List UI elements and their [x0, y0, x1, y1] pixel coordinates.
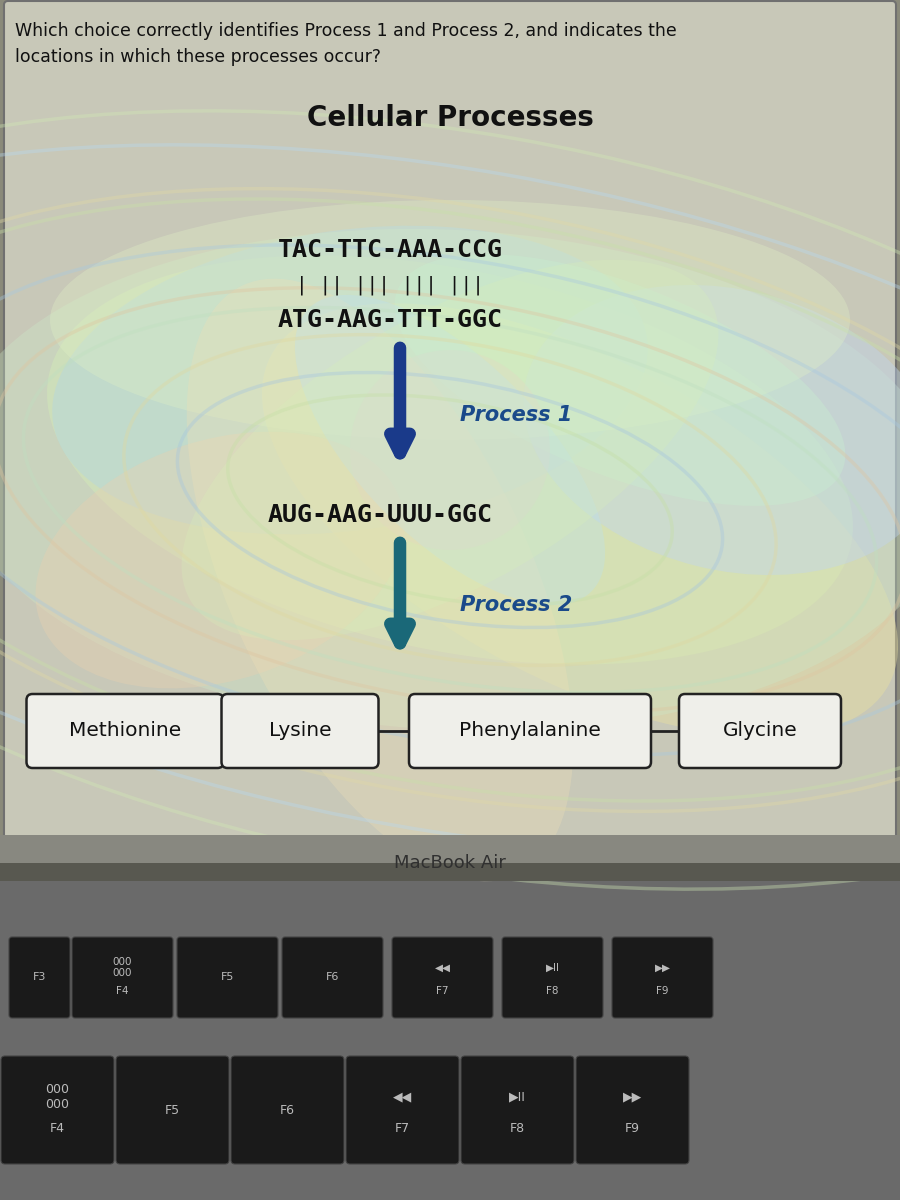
Text: ▶▶: ▶▶: [623, 1091, 642, 1104]
Ellipse shape: [262, 304, 898, 737]
Ellipse shape: [295, 295, 605, 605]
FancyBboxPatch shape: [4, 1, 896, 839]
FancyBboxPatch shape: [461, 1056, 574, 1164]
Text: Phenylalanine: Phenylalanine: [459, 721, 601, 740]
Bar: [0, 863, 900, 881]
Text: F3: F3: [32, 972, 46, 983]
FancyBboxPatch shape: [576, 1056, 689, 1164]
Ellipse shape: [0, 229, 900, 731]
Text: F5: F5: [165, 1104, 180, 1116]
FancyBboxPatch shape: [502, 937, 603, 1018]
FancyBboxPatch shape: [1, 1056, 114, 1164]
FancyBboxPatch shape: [177, 937, 278, 1018]
Text: F4: F4: [50, 1122, 65, 1134]
Text: ◀◀: ◀◀: [393, 1091, 412, 1104]
Ellipse shape: [186, 278, 573, 881]
Text: ▶II: ▶II: [509, 1091, 526, 1104]
Ellipse shape: [52, 226, 648, 534]
Text: TAC-TTC-AAA-CCG: TAC-TTC-AAA-CCG: [277, 238, 502, 262]
Ellipse shape: [35, 432, 404, 689]
Text: MacBook Air: MacBook Air: [394, 854, 506, 872]
FancyBboxPatch shape: [72, 937, 173, 1018]
Text: F4: F4: [116, 986, 129, 996]
Text: F6: F6: [280, 1104, 295, 1116]
FancyBboxPatch shape: [392, 937, 493, 1018]
Text: Glycine: Glycine: [723, 721, 797, 740]
Text: Process 1: Process 1: [460, 404, 572, 425]
FancyBboxPatch shape: [221, 694, 379, 768]
Text: ◀◀: ◀◀: [435, 962, 451, 972]
FancyBboxPatch shape: [9, 937, 70, 1018]
FancyBboxPatch shape: [231, 1056, 344, 1164]
Ellipse shape: [350, 350, 550, 550]
Text: F8: F8: [510, 1122, 525, 1134]
Text: | || ||| ||| |||: | || ||| ||| |||: [296, 275, 484, 295]
Ellipse shape: [50, 200, 850, 440]
Ellipse shape: [182, 260, 718, 640]
Text: Cellular Processes: Cellular Processes: [307, 104, 593, 132]
FancyBboxPatch shape: [346, 1056, 459, 1164]
Text: ATG-AAG-TTT-GGC: ATG-AAG-TTT-GGC: [277, 308, 502, 332]
Ellipse shape: [394, 254, 845, 506]
FancyBboxPatch shape: [26, 694, 223, 768]
Text: 000
000: 000 000: [46, 1082, 69, 1111]
FancyBboxPatch shape: [409, 694, 651, 768]
FancyBboxPatch shape: [679, 694, 841, 768]
Text: F9: F9: [625, 1122, 640, 1134]
Text: F7: F7: [436, 986, 449, 996]
Text: F8: F8: [546, 986, 559, 996]
Text: 000
000: 000 000: [112, 956, 132, 978]
Ellipse shape: [47, 256, 853, 665]
Bar: [0, 835, 900, 863]
Text: F9: F9: [656, 986, 669, 996]
FancyBboxPatch shape: [116, 1056, 229, 1164]
Text: F5: F5: [220, 972, 234, 983]
Text: ▶▶: ▶▶: [654, 962, 670, 972]
Ellipse shape: [524, 284, 900, 575]
Bar: [0, 881, 900, 1200]
Text: F7: F7: [395, 1122, 410, 1134]
Text: Which choice correctly identifies Process 1 and Process 2, and indicates the: Which choice correctly identifies Proces…: [15, 22, 677, 40]
Text: ▶II: ▶II: [545, 962, 560, 972]
Text: Process 2: Process 2: [460, 595, 572, 614]
FancyBboxPatch shape: [282, 937, 383, 1018]
Text: Methionine: Methionine: [69, 721, 181, 740]
Text: Lysine: Lysine: [269, 721, 331, 740]
FancyBboxPatch shape: [612, 937, 713, 1018]
Text: AUG-AAG-UUU-GGC: AUG-AAG-UUU-GGC: [267, 503, 492, 527]
Text: F6: F6: [326, 972, 339, 983]
Text: locations in which these processes occur?: locations in which these processes occur…: [15, 48, 381, 66]
